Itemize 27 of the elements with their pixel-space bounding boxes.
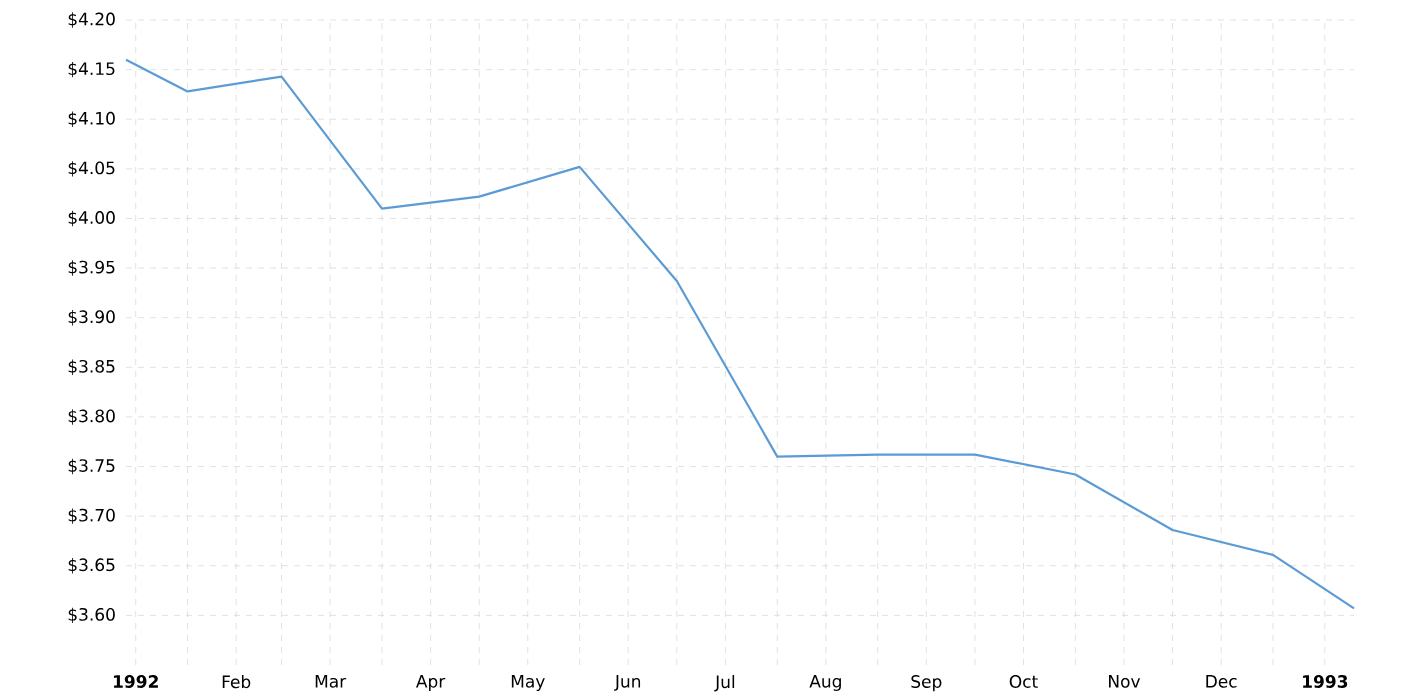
line-series [124, 58, 1356, 610]
y-tick-label: $4.20 [68, 12, 115, 28]
y-tick-label: $3.60 [68, 607, 115, 624]
x-tick-label: 1992 [113, 675, 158, 688]
y-tick-label: $3.65 [68, 558, 115, 574]
x-tick-label: Feb [222, 675, 251, 689]
x-tick-label: Aug [809, 675, 841, 691]
y-tick-label: $4.05 [68, 161, 115, 177]
x-tick-label: Dec [1206, 675, 1237, 688]
x-tick-label: Oct [1009, 675, 1038, 688]
x-tick-label: Sep [911, 675, 942, 692]
x-tick-label: 1993 [1303, 675, 1348, 688]
y-tick-label: $3.70 [68, 508, 115, 524]
y-tick-label: $4.15 [68, 61, 115, 78]
y-tick-label: $4.10 [68, 111, 115, 127]
y-tick-label: $3.80 [68, 409, 115, 425]
y-tick-label: $3.90 [68, 309, 115, 326]
x-tick-label: Apr [416, 675, 446, 691]
x-tick-label: Jun [614, 675, 641, 691]
x-tick-label: Mar [315, 675, 347, 688]
y-tick-label: $3.85 [68, 359, 115, 376]
y-tick-label: $4.00 [68, 210, 115, 227]
x-tick-label: May [511, 675, 545, 691]
y-tick-label: $3.75 [68, 458, 115, 475]
x-tick-label: Nov [1109, 675, 1141, 688]
y-tick-label: $3.95 [68, 260, 115, 276]
x-tick-label: Jul [714, 675, 735, 692]
